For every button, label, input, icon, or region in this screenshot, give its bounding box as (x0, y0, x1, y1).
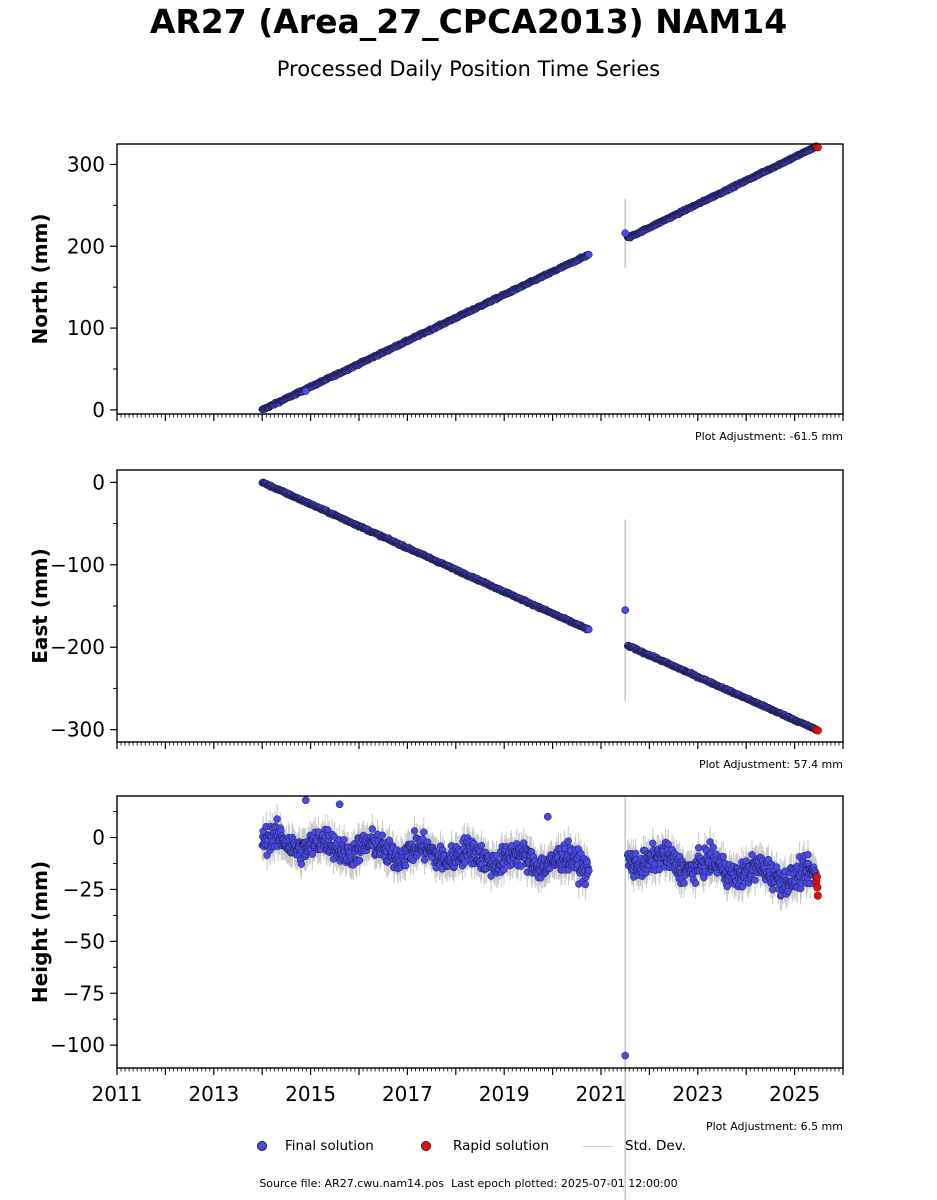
panel1-ytick-label: 300 (67, 152, 105, 176)
panel2-ytick-label: 0 (92, 470, 105, 494)
panel1-ylabel: North (mm) (28, 213, 52, 344)
panel2-ytick-label: −200 (50, 635, 105, 659)
panel1-ytick-label: 200 (67, 234, 105, 258)
panel1-final-point (585, 250, 593, 259)
chart-subtitle: Processed Daily Position Time Series (276, 57, 661, 81)
panel2-outlier-point (621, 606, 630, 614)
panel2-ytick-label: −100 (50, 553, 105, 577)
panel2-frame (116, 469, 844, 743)
panel1-ytick-label: 0 (92, 398, 105, 422)
panel2-rapid-point (813, 726, 822, 735)
panel1-outlier-point (621, 229, 630, 238)
panel1-plot-adjustment: Plot Adjustment: -61.5 mm (695, 430, 843, 443)
chart-title: AR27 (Area_27_CPCA2013) NAM14 (149, 2, 788, 41)
panel2-final-point (585, 625, 593, 634)
panel1-outlier-point (301, 387, 310, 395)
panel1-ytick-label: 100 (67, 316, 105, 340)
panel2-ytick-label: −300 (50, 718, 105, 742)
